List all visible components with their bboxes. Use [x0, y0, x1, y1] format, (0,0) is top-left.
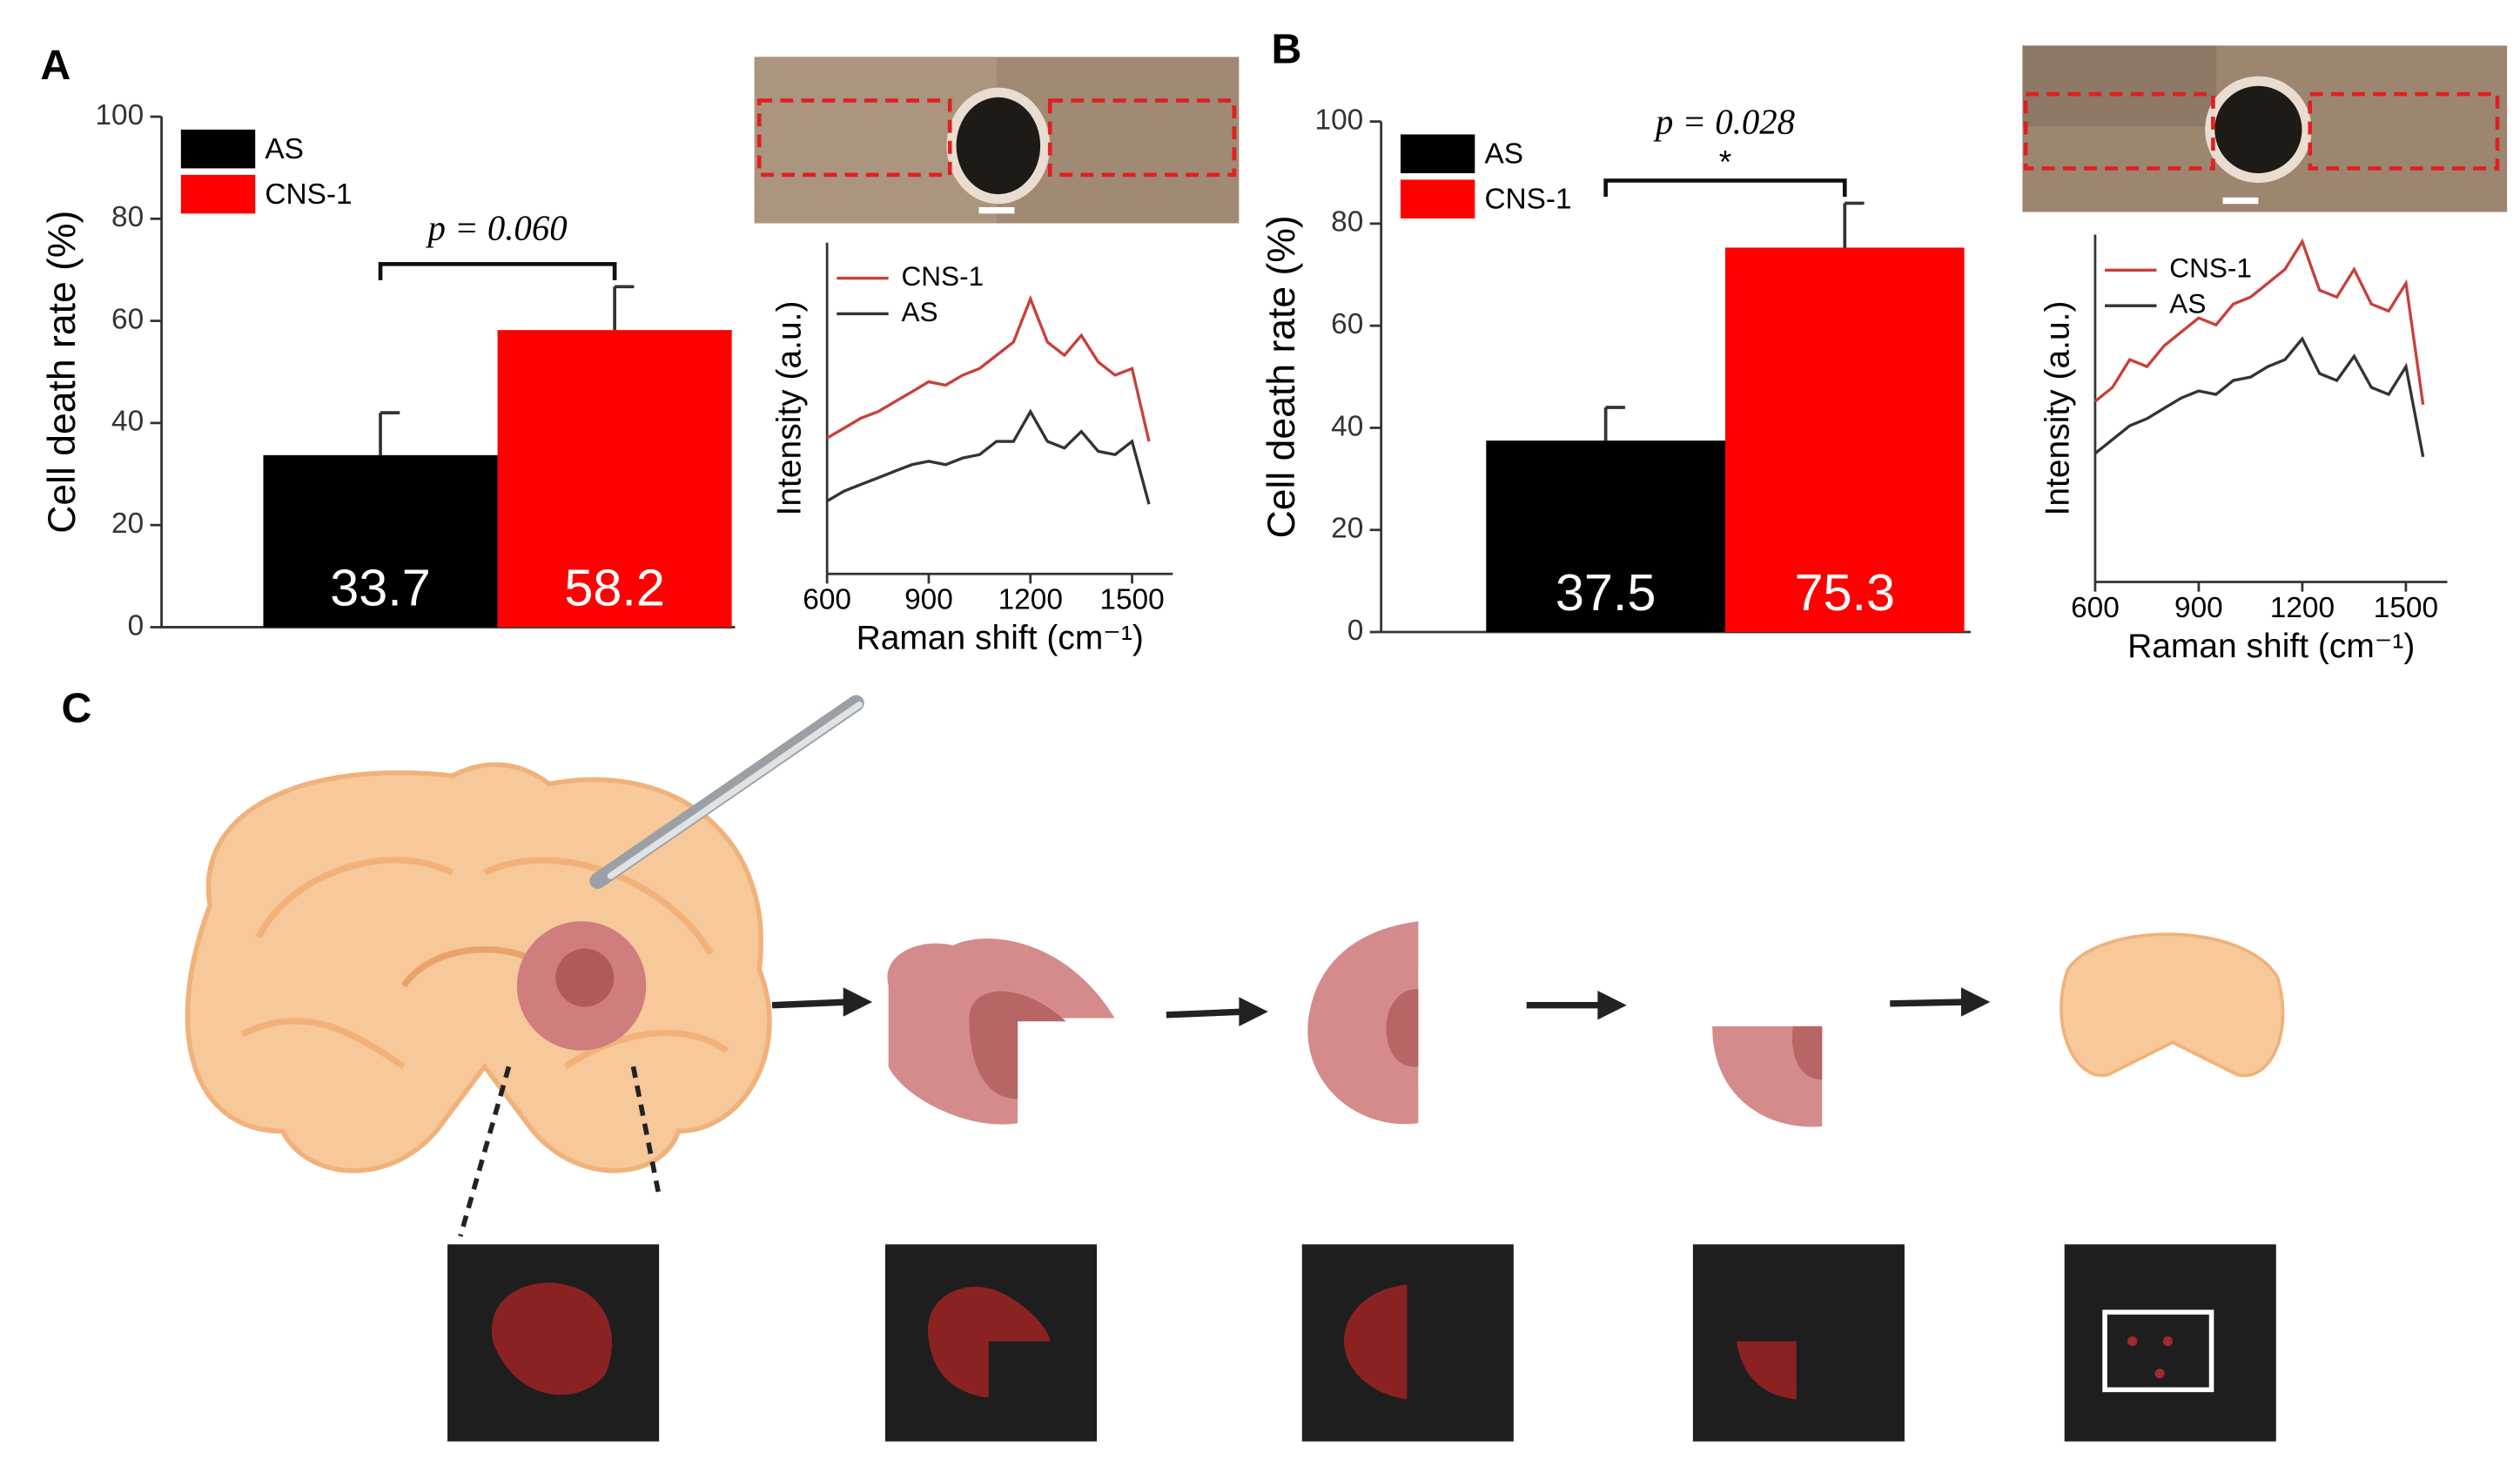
legend-label: AS [2169, 287, 2206, 319]
bar [497, 330, 732, 628]
legend-label: AS [1484, 138, 1523, 170]
significance: * [1719, 144, 1731, 180]
illustration [185, 695, 2285, 1442]
y-tick-label: 100 [95, 99, 144, 131]
x-tick-label: 600 [2071, 592, 2120, 624]
bar [263, 454, 498, 628]
x-axis-label: Raman shift (cm⁻¹) [857, 620, 1144, 657]
annotation: p = 0.060 [425, 209, 567, 248]
photo-b [2022, 45, 2508, 212]
panel-label: C [62, 685, 92, 732]
bar [1724, 247, 1965, 633]
y-axis-label: Cell death rate (%) [1260, 215, 1303, 538]
y-tick-label: 60 [111, 303, 144, 335]
y-axis-label: Cell death rate (%) [41, 211, 84, 534]
y-tick-label: 20 [111, 508, 144, 540]
x-tick-label: 1500 [2374, 592, 2438, 624]
x-tick-label: 1500 [1099, 584, 1164, 616]
legend-label: CNS-1 [902, 260, 984, 292]
y-tick-label: 0 [1347, 615, 1364, 647]
spectrum-line [826, 408, 1151, 505]
x-tick-label: 900 [904, 584, 953, 616]
legend-swatch [1400, 134, 1475, 173]
y-tick-label: 100 [1315, 104, 1364, 136]
y-tick-label: 80 [1331, 206, 1363, 239]
y-tick-label: 80 [111, 201, 144, 233]
bracket [1603, 178, 1847, 197]
y-axis-label: Intensity (a.u.) [771, 301, 809, 516]
annotation: p = 0.028 [1653, 103, 1795, 142]
photo-a [754, 57, 1240, 224]
legend-label: CNS-1 [265, 178, 352, 211]
y-tick-label: 40 [111, 406, 144, 438]
spectrum-line [2093, 336, 2425, 458]
data-label: 37.5 [1556, 563, 1656, 622]
bracket [378, 262, 617, 280]
legend-swatch [1400, 179, 1475, 219]
x-tick-label: 1200 [998, 584, 1063, 616]
panel-label: A [40, 42, 71, 89]
x-tick-label: 600 [803, 584, 851, 616]
data-label: 58.2 [564, 558, 665, 616]
data-label: 33.7 [330, 558, 431, 616]
legend-label: AS [265, 133, 304, 165]
y-axis-label: Intensity (a.u.) [2039, 301, 2076, 516]
panel-label: B [1271, 26, 1301, 73]
legend-label: AS [902, 296, 938, 327]
spectrum-line [826, 294, 1151, 442]
y-tick-label: 40 [1331, 410, 1363, 442]
x-tick-label: 1200 [2270, 592, 2335, 624]
legend-label: CNS-1 [2169, 252, 2252, 284]
spectrum-line [2093, 238, 2425, 406]
data-label: 75.3 [1795, 563, 1896, 622]
bar [1486, 440, 1725, 633]
y-tick-label: 0 [128, 609, 144, 642]
x-tick-label: 900 [2174, 592, 2223, 624]
y-tick-label: 60 [1331, 308, 1363, 340]
x-axis-label: Raman shift (cm⁻¹) [2127, 628, 2415, 665]
y-tick-label: 20 [1331, 513, 1363, 545]
legend-swatch [180, 129, 256, 169]
legend-swatch [180, 174, 256, 214]
legend-label: CNS-1 [1484, 183, 1571, 215]
